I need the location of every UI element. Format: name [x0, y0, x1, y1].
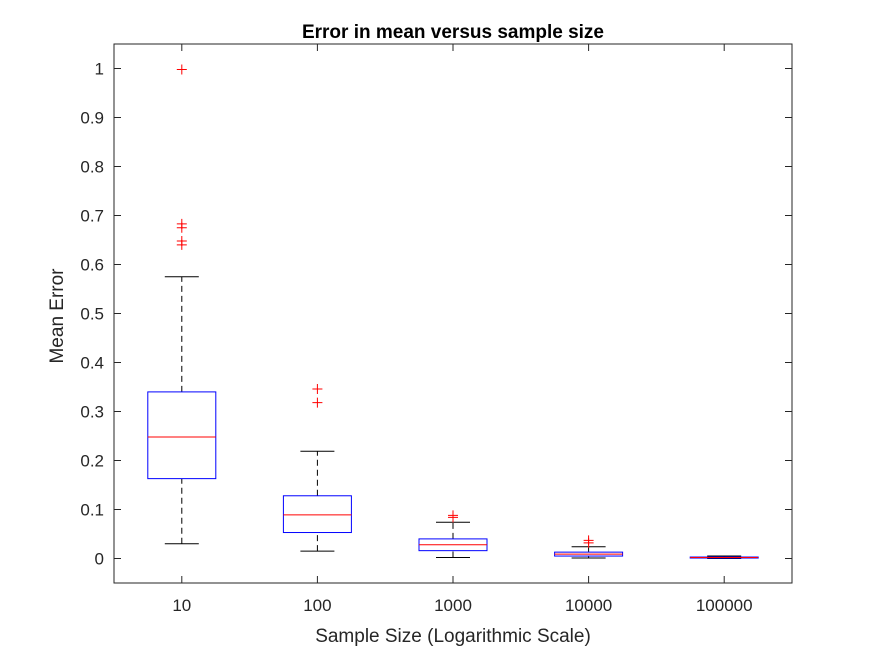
box — [282, 495, 352, 534]
x-tick-label: 10 — [172, 596, 191, 615]
x-tick-label: 1000 — [434, 596, 472, 615]
y-axis: 0 0.1 0.2 0.3 0.4 0.5 0.6 0.7 0.8 0.9 1 — [80, 60, 792, 569]
x-tick-label: 10000 — [565, 596, 612, 615]
plot-area — [113, 43, 793, 584]
box-group — [554, 535, 624, 559]
outlier-point — [448, 512, 458, 523]
y-tick-label: 0.6 — [80, 256, 104, 275]
y-tick-label: 0.1 — [80, 501, 104, 520]
outlier-point — [583, 537, 594, 548]
chart-title: Error in mean versus sample size — [302, 22, 604, 43]
y-tick-label: 0 — [95, 550, 104, 569]
y-tick-label: 0.9 — [80, 109, 104, 128]
outlier-point — [176, 222, 187, 233]
outlier-point — [176, 64, 187, 75]
box-group — [689, 555, 759, 559]
y-tick-label: 0.2 — [80, 452, 104, 471]
box-group — [147, 64, 217, 545]
y-tick-label: 0.4 — [80, 354, 104, 373]
x-axis: 10 100 1000 10000 100000 — [172, 44, 753, 615]
x-tick-label: 100000 — [696, 596, 753, 615]
box-series — [147, 64, 759, 559]
y-axis-label: Mean Error — [47, 268, 68, 364]
x-axis-label: Sample Size (Logarithmic Scale) — [315, 626, 591, 647]
y-tick-label: 0.5 — [80, 305, 104, 324]
outlier-point — [312, 397, 323, 408]
x-tick-label: 100 — [303, 596, 331, 615]
box-group — [418, 510, 488, 559]
box — [147, 391, 217, 480]
y-tick-label: 0.8 — [80, 158, 104, 177]
y-tick-label: 1 — [95, 60, 104, 79]
y-tick-label: 0.3 — [80, 403, 104, 422]
box-group — [282, 383, 352, 552]
outlier-point — [176, 239, 187, 250]
y-tick-label: 0.7 — [80, 207, 104, 226]
outlier-point — [312, 383, 323, 394]
